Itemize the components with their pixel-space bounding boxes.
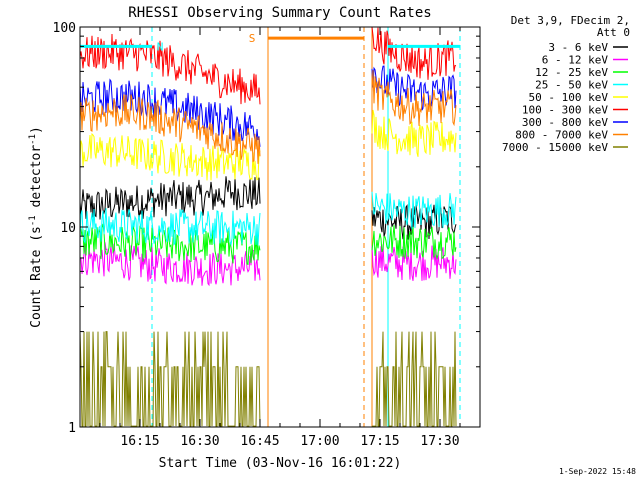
y-axis-label-sup2: -1 <box>28 134 38 145</box>
y-tick-label-0: 1 <box>68 421 76 436</box>
legend-header-line1: Det 3,9, FDecim 2, <box>511 14 630 27</box>
x-tick-label-5: 17:30 <box>420 434 459 449</box>
series-trace-3-1 <box>371 191 457 230</box>
legend-label-2: 12 - 25 keV <box>535 66 608 79</box>
series-trace-7-0 <box>79 94 261 164</box>
y-axis: 1 10 100 <box>53 21 480 436</box>
series-trace-5-0 <box>79 33 261 105</box>
series-trace-8-1 <box>372 331 457 427</box>
x-tick-label-4: 17:15 <box>360 434 399 449</box>
y-axis-label-sup1: -1 <box>28 215 38 226</box>
legend-label-4: 50 - 100 keV <box>529 91 609 104</box>
series-trace-2-1 <box>371 225 457 260</box>
y-axis-label-part1: Count Rate (s <box>29 226 44 328</box>
flag-label-0: N <box>157 40 164 53</box>
y-tick-label-1: 10 <box>60 221 76 236</box>
series-trace-3-0 <box>79 208 261 247</box>
series-trace-6-0 <box>79 78 261 147</box>
x-axis: 16:15 16:30 16:45 17:00 17:15 17:30 <box>99 27 461 449</box>
series-4 <box>79 109 457 181</box>
y-axis-label-part3: ) <box>29 126 44 134</box>
series-5 <box>79 26 457 105</box>
series-trace-4-0 <box>79 133 261 181</box>
x-tick-label-1: 16:30 <box>180 434 219 449</box>
series-8 <box>79 331 457 427</box>
y-axis-label-part2: detector <box>29 145 44 216</box>
series-trace-1-0 <box>79 242 261 287</box>
series-7 <box>79 70 457 164</box>
series-trace-8-0 <box>79 331 261 427</box>
y-axis-label: Count Rate (s-1 detector-1) <box>28 126 44 328</box>
footer-timestamp: 1-Sep-2022 15:48 <box>559 467 636 476</box>
legend-label-1: 6 - 12 keV <box>542 54 609 67</box>
x-tick-label-0: 16:15 <box>120 434 159 449</box>
series-trace-4-1 <box>371 109 457 157</box>
series-trace-7-1 <box>371 70 457 127</box>
legend-label-8: 7000 - 15000 keV <box>502 141 608 154</box>
series-3 <box>79 191 457 247</box>
legend-header-line2: Att 0 <box>597 26 630 39</box>
flag-label-2: S <box>249 32 256 45</box>
legend-label-5: 100 - 300 keV <box>522 104 608 117</box>
x-tick-label-3: 17:00 <box>300 434 339 449</box>
legend-label-0: 3 - 6 keV <box>548 41 608 54</box>
chart-title: RHESSI Observing Summary Count Rates <box>128 5 431 21</box>
series-trace-5-1 <box>371 26 457 80</box>
x-axis-label: Start Time (03-Nov-16 16:01:22) <box>159 456 402 471</box>
legend-label-6: 300 - 800 keV <box>522 116 608 129</box>
y-tick-label-2: 100 <box>53 21 76 36</box>
series-trace-0-0 <box>79 176 261 220</box>
x-tick-label-2: 16:45 <box>240 434 279 449</box>
legend-label-3: 25 - 50 keV <box>535 79 608 92</box>
legend-label-7: 800 - 7000 keV <box>515 129 608 142</box>
plot-area: NS <box>79 26 461 427</box>
